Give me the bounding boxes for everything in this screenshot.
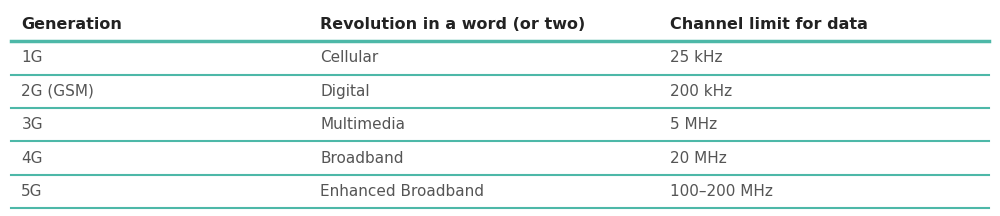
- Text: Cellular: Cellular: [320, 50, 379, 65]
- Text: 25 kHz: 25 kHz: [670, 50, 722, 65]
- Text: Generation: Generation: [21, 17, 122, 32]
- Text: 4G: 4G: [21, 151, 43, 166]
- Text: Revolution in a word (or two): Revolution in a word (or two): [320, 17, 586, 32]
- Text: Channel limit for data: Channel limit for data: [670, 17, 867, 32]
- Text: 3G: 3G: [21, 117, 43, 132]
- Text: Broadband: Broadband: [320, 151, 404, 166]
- Text: 5 MHz: 5 MHz: [670, 117, 717, 132]
- Text: Enhanced Broadband: Enhanced Broadband: [320, 184, 484, 199]
- Text: Multimedia: Multimedia: [320, 117, 406, 132]
- Text: 2G (GSM): 2G (GSM): [21, 84, 94, 99]
- Text: 1G: 1G: [21, 50, 43, 65]
- Text: 200 kHz: 200 kHz: [670, 84, 732, 99]
- Text: Digital: Digital: [320, 84, 370, 99]
- Text: 100–200 MHz: 100–200 MHz: [670, 184, 772, 199]
- Text: 20 MHz: 20 MHz: [670, 151, 726, 166]
- Text: 5G: 5G: [21, 184, 43, 199]
